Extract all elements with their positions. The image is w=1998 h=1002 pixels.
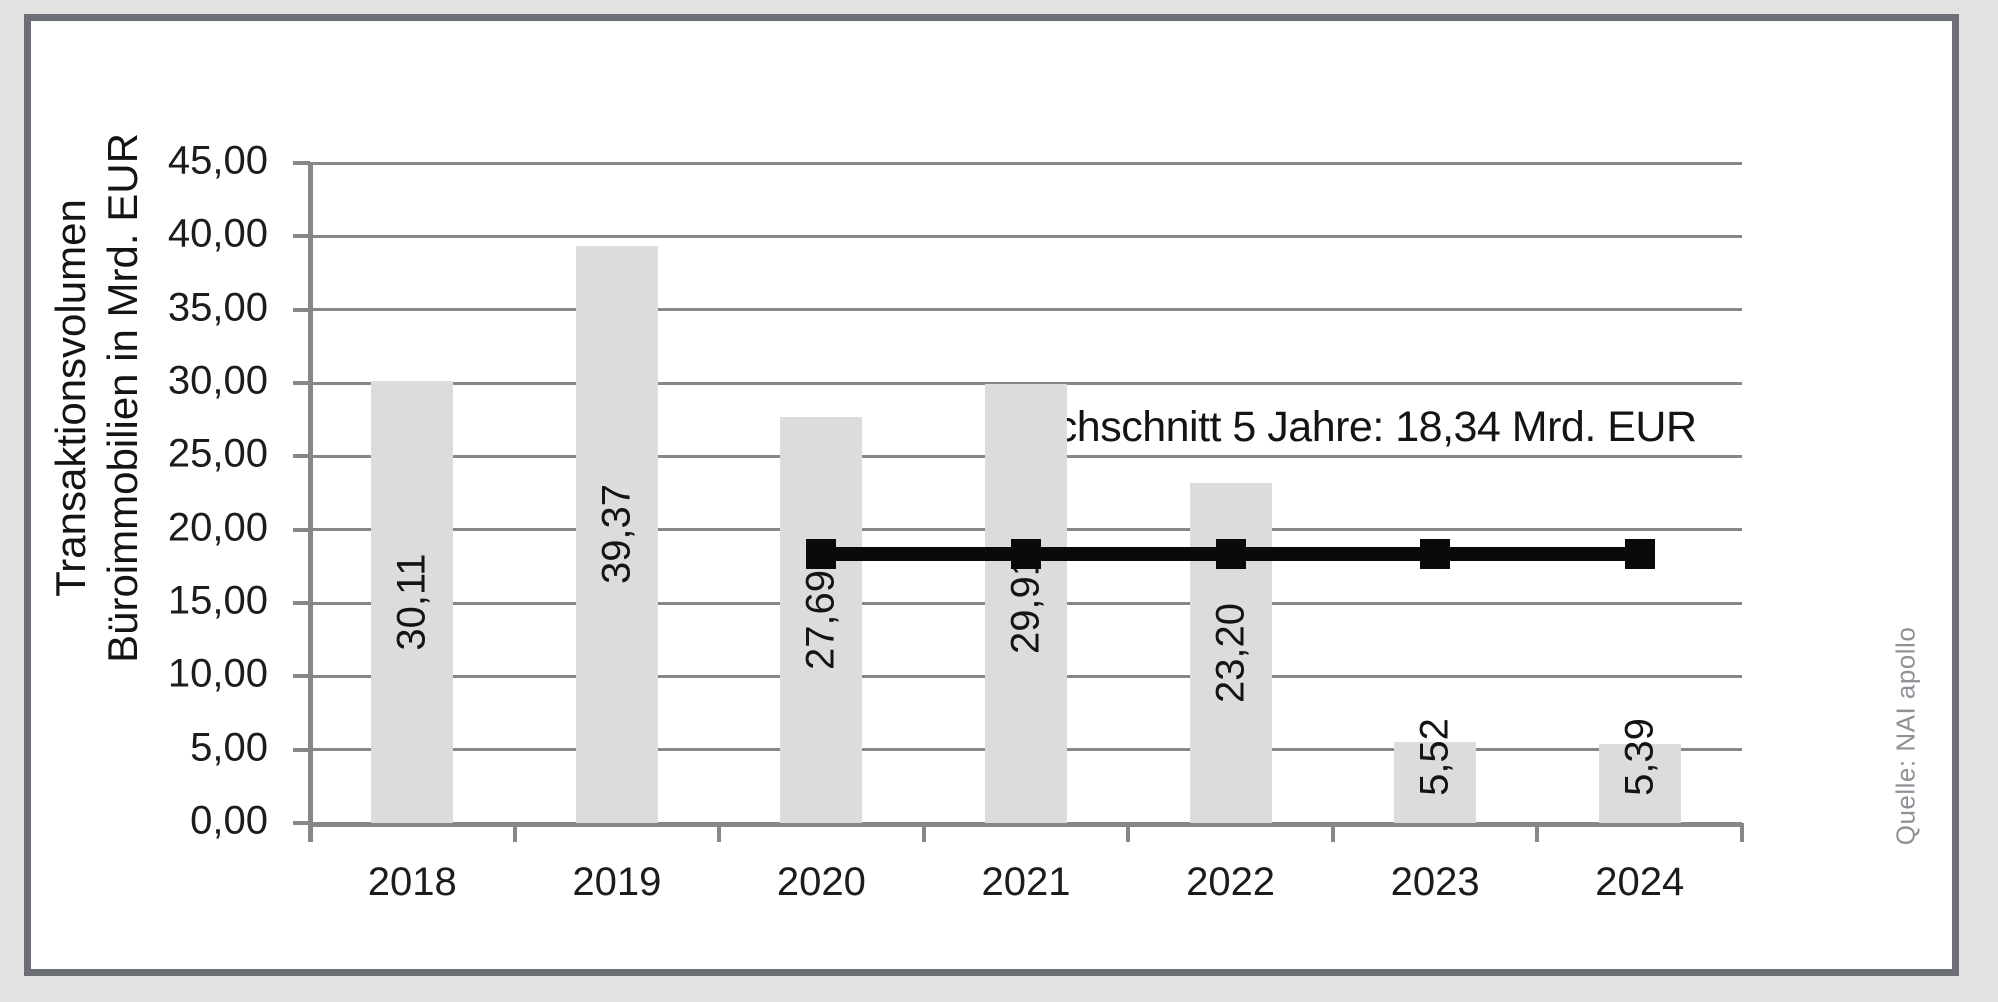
bar-2020 bbox=[780, 416, 863, 823]
x-axis-label-2019: 2019 bbox=[572, 860, 662, 904]
y-axis-tick bbox=[293, 381, 310, 385]
x-axis-tick bbox=[308, 823, 312, 842]
y-axis-tick-label: 45,00 bbox=[167, 138, 268, 183]
gridline-y-0 bbox=[310, 821, 1742, 827]
y-axis-tick-label: 35,00 bbox=[167, 285, 268, 330]
y-axis-tick bbox=[293, 161, 310, 165]
x-axis-tick bbox=[1535, 823, 1540, 842]
y-axis-tick bbox=[293, 527, 310, 532]
bar-2018 bbox=[371, 381, 454, 823]
y-axis-tick bbox=[293, 821, 310, 825]
x-axis-tick bbox=[1330, 823, 1335, 842]
y-axis-tick bbox=[293, 747, 310, 752]
average-annotation: Durchschnitt 5 Jahre: 18,34 Mrd. EUR bbox=[988, 403, 1697, 451]
y-axis-tick bbox=[293, 454, 310, 459]
y-axis-tick-label: 40,00 bbox=[167, 212, 268, 257]
y-axis-tick bbox=[293, 601, 310, 605]
y-axis-tick-label: 0,00 bbox=[190, 798, 268, 843]
x-axis-label-2024: 2024 bbox=[1595, 860, 1685, 904]
x-axis-label-2020: 2020 bbox=[776, 860, 866, 904]
x-axis-tick bbox=[1126, 823, 1131, 842]
x-axis-tick bbox=[512, 823, 517, 842]
y-axis-line bbox=[308, 163, 313, 842]
gridline-y-40 bbox=[310, 234, 1742, 238]
average-line-marker bbox=[1624, 539, 1655, 569]
average-line-marker bbox=[1011, 539, 1041, 569]
bar-value-label-2022: 23,20 bbox=[1208, 602, 1253, 703]
y-axis-tick bbox=[293, 234, 310, 239]
average-line-marker bbox=[1215, 539, 1246, 569]
y-axis-tick-label: 20,00 bbox=[167, 505, 268, 550]
x-axis-label-2018: 2018 bbox=[367, 860, 457, 904]
gridline-y-45 bbox=[310, 161, 1742, 165]
y-axis-tick-label: 5,00 bbox=[190, 725, 268, 770]
bar-2021 bbox=[985, 384, 1067, 823]
average-line-marker bbox=[806, 539, 837, 569]
bar-2024 bbox=[1598, 743, 1681, 823]
y-axis-tick-label: 10,00 bbox=[167, 652, 268, 697]
y-axis-tick bbox=[293, 674, 310, 679]
y-axis-tick-label: 25,00 bbox=[167, 432, 268, 477]
x-axis-label-2022: 2022 bbox=[1186, 860, 1276, 904]
y-axis-tick bbox=[293, 307, 310, 312]
bar-value-label-2024: 5,39 bbox=[1617, 718, 1662, 796]
bar-value-label-2019: 39,37 bbox=[594, 484, 639, 585]
y-axis-tick-label: 15,00 bbox=[167, 578, 268, 623]
y-axis-tick-label: 30,00 bbox=[167, 358, 268, 403]
x-axis-label-2023: 2023 bbox=[1390, 860, 1480, 904]
gridline-y-35 bbox=[310, 308, 1742, 312]
average-line-marker bbox=[1420, 539, 1451, 569]
x-axis-tick bbox=[717, 823, 722, 842]
x-axis-tick bbox=[1740, 823, 1744, 842]
bar-value-label-2020: 27,69 bbox=[798, 569, 843, 670]
source-note: Quelle: NAI apollo bbox=[1890, 626, 1921, 846]
bar-value-label-2023: 5,52 bbox=[1412, 718, 1457, 796]
bar-2023 bbox=[1394, 742, 1477, 823]
x-axis-tick bbox=[921, 823, 926, 842]
bar-value-label-2018: 30,11 bbox=[389, 553, 434, 651]
bar-2019 bbox=[575, 245, 658, 823]
x-axis-label-2021: 2021 bbox=[981, 860, 1071, 904]
gridline-y-30 bbox=[310, 381, 1742, 385]
